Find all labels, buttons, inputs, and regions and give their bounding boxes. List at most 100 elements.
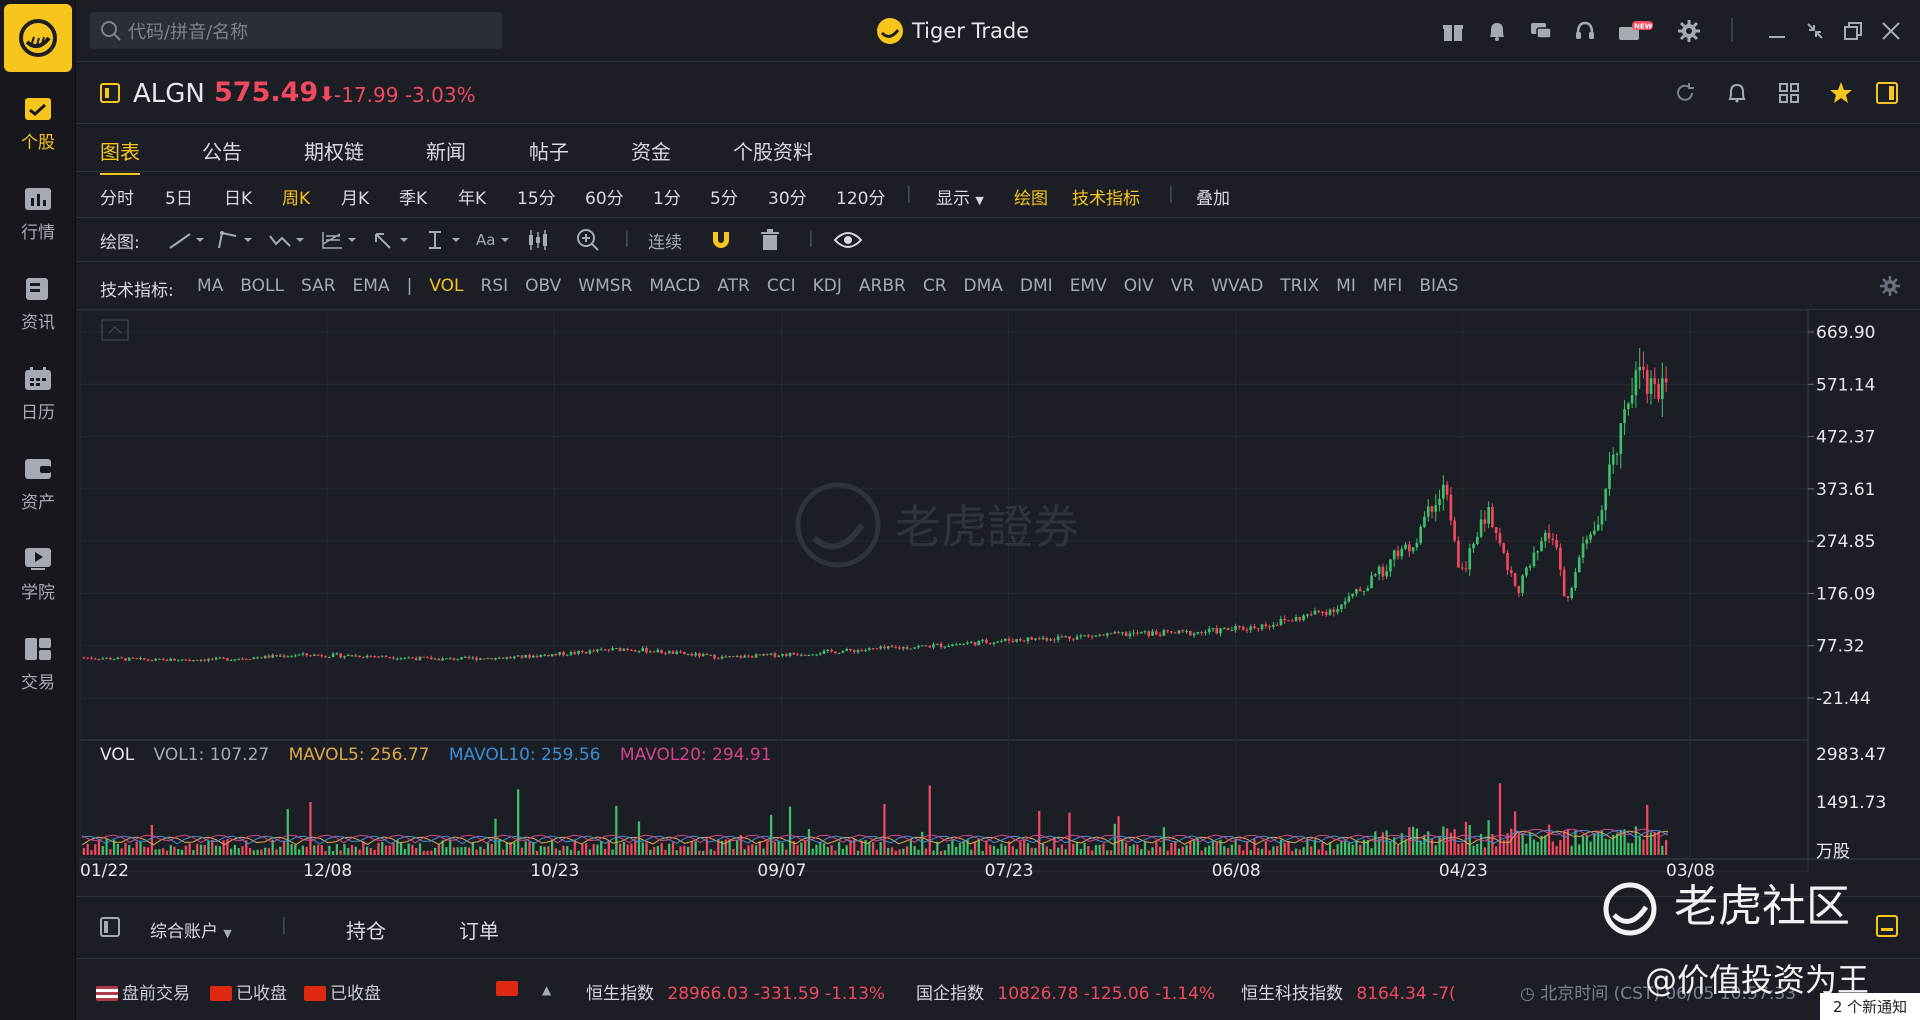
indicator-ma[interactable]: MA [197,276,224,296]
indicator-vol[interactable]: VOL [429,276,464,296]
sidebar-item-market[interactable]: 行情 [0,186,76,266]
new-notifications-toast[interactable]: 2 个新通知 [1820,993,1920,1020]
period-1min[interactable]: 1分 [653,189,681,209]
positions-tab[interactable]: 持仓 [346,919,386,943]
indicator-arbr[interactable]: ARBR [858,276,906,296]
period-quarterly[interactable]: 季K [399,189,428,209]
bell-icon[interactable] [1484,18,1510,44]
headset-icon[interactable] [1572,18,1598,44]
indicator-obv[interactable]: OBV [525,276,562,296]
indicator-dmi[interactable]: DMI [1019,276,1053,296]
tab-option-chain[interactable]: 期权链 [304,140,364,164]
indicator-sar[interactable]: SAR [300,276,336,296]
index-ticker-3[interactable]: 恒生科技指数 8164.34 -7( [1241,979,1456,1004]
period-5min[interactable]: 5分 [710,189,738,209]
overlay-button[interactable]: 叠加 [1196,189,1230,209]
text-cursor-tool-icon[interactable] [424,228,464,252]
grid-layout-icon[interactable] [1776,80,1802,106]
sidebar-item-news[interactable]: 资讯 [0,276,76,356]
alert-bell-icon[interactable] [1724,80,1750,106]
tab-chart[interactable]: 图表 [100,136,140,175]
expand-panel-icon[interactable] [1876,915,1898,942]
tiger-logo-icon[interactable] [4,4,72,72]
indicator-cci[interactable]: CCI [766,276,796,296]
continuous-draw-toggle[interactable]: 连续 [648,232,682,253]
orders-tab[interactable]: 订单 [459,919,499,943]
period-60min[interactable]: 60分 [585,189,624,209]
tab-company-profile[interactable]: 个股资料 [733,140,813,164]
search-input[interactable]: 代码/拼音/名称 [90,12,502,49]
eye-icon[interactable] [834,228,862,252]
us-market-status[interactable]: 盘前交易 [96,979,190,1004]
caret-up-icon[interactable]: ▲ [542,983,552,997]
collapse-chart-button[interactable] [101,319,129,341]
period-yearly[interactable]: 年K [458,189,487,209]
sidebar-toggle-icon[interactable] [100,83,120,108]
indicator-trix[interactable]: TRIX [1280,276,1320,296]
sidebar-item-assets[interactable]: 资产 [0,456,76,536]
period-monthly[interactable]: 月K [341,189,370,209]
settings-gear-icon[interactable] [1880,276,1900,301]
fib-tool-icon[interactable] [320,228,360,252]
account-selector[interactable]: 综合账户 ▼ [150,917,232,942]
trash-icon[interactable] [760,228,780,252]
indicator-macd[interactable]: MACD [649,276,701,296]
period-30min[interactable]: 30分 [768,189,807,209]
sidebar-item-calendar[interactable]: 日历 [0,366,76,446]
indicator-rsi[interactable]: RSI [480,276,509,296]
restore-icon[interactable] [1840,18,1866,44]
magnet-icon[interactable] [710,228,732,252]
gear-icon[interactable] [1676,18,1702,44]
period-5d[interactable]: 5日 [165,189,193,209]
indicator-cr[interactable]: CR [922,276,947,296]
shrink-icon[interactable] [1802,18,1828,44]
indicator-wvad[interactable]: WVAD [1211,276,1264,296]
star-icon[interactable] [1828,80,1854,106]
period-weekly[interactable]: 周K [282,189,311,209]
panel-toggle-icon[interactable] [1874,80,1900,106]
sidebar-item-stock[interactable]: 个股 [0,96,76,176]
indicator-vr[interactable]: VR [1170,276,1195,296]
sidebar-item-academy[interactable]: 学院 [0,546,76,626]
close-icon[interactable] [1878,18,1904,44]
indicator-wmsr[interactable]: WMSR [578,276,633,296]
index-ticker-1[interactable]: 恒生指数 28966.03 -331.59 -1.13% [586,979,885,1004]
period-intraday[interactable]: 分时 [100,189,134,209]
tab-news[interactable]: 新闻 [426,140,466,164]
price-chart[interactable]: 老虎證券 669.90 571.14 472.37 373.61 274.85 176.0… [0,0,1920,900]
indicator-kdj[interactable]: KDJ [812,276,842,296]
draw-toggle[interactable]: 绘图 [1014,189,1048,209]
indicator-mi[interactable]: MI [1336,276,1356,296]
line-tool-icon[interactable] [168,228,208,252]
period-daily[interactable]: 日K [224,189,253,209]
candle-tool-icon[interactable] [526,228,550,252]
chat-icon[interactable] [1528,18,1554,44]
mail-new-icon[interactable]: NEW [1618,18,1654,44]
indicator-mfi[interactable]: MFI [1372,276,1403,296]
tab-posts[interactable]: 帖子 [529,140,569,164]
hk-market-status[interactable]: 已收盘 [210,979,287,1004]
indicator-emv[interactable]: EMV [1069,276,1107,296]
indicator-bias[interactable]: BIAS [1419,276,1459,296]
display-dropdown[interactable]: 显示 ▼ [936,184,984,209]
hk-region-selector[interactable] [496,979,522,999]
indicator-oiv[interactable]: OIV [1123,276,1154,296]
gift-icon[interactable] [1440,18,1466,44]
indicator-atr[interactable]: ATR [717,276,750,296]
arrow-tool-icon[interactable] [372,228,412,252]
indicator-dma[interactable]: DMA [963,276,1003,296]
wave-tool-icon[interactable] [268,228,308,252]
period-120min[interactable]: 120分 [836,189,886,209]
indicators-toggle[interactable]: 技术指标 [1072,189,1140,209]
refresh-icon[interactable] [1672,80,1698,106]
panel-layout-icon[interactable] [100,917,120,942]
zoom-in-icon[interactable] [576,228,600,252]
text-tool-icon[interactable]: Aa [476,228,515,252]
indicator-boll[interactable]: BOLL [240,276,284,296]
tab-capital-flow[interactable]: 资金 [631,140,671,164]
polyline-tool-icon[interactable] [216,228,256,252]
minimize-icon[interactable] [1764,18,1790,44]
period-15min[interactable]: 15分 [517,189,556,209]
tab-announcements[interactable]: 公告 [202,140,242,164]
cn-market-status[interactable]: 已收盘 [304,979,381,1004]
